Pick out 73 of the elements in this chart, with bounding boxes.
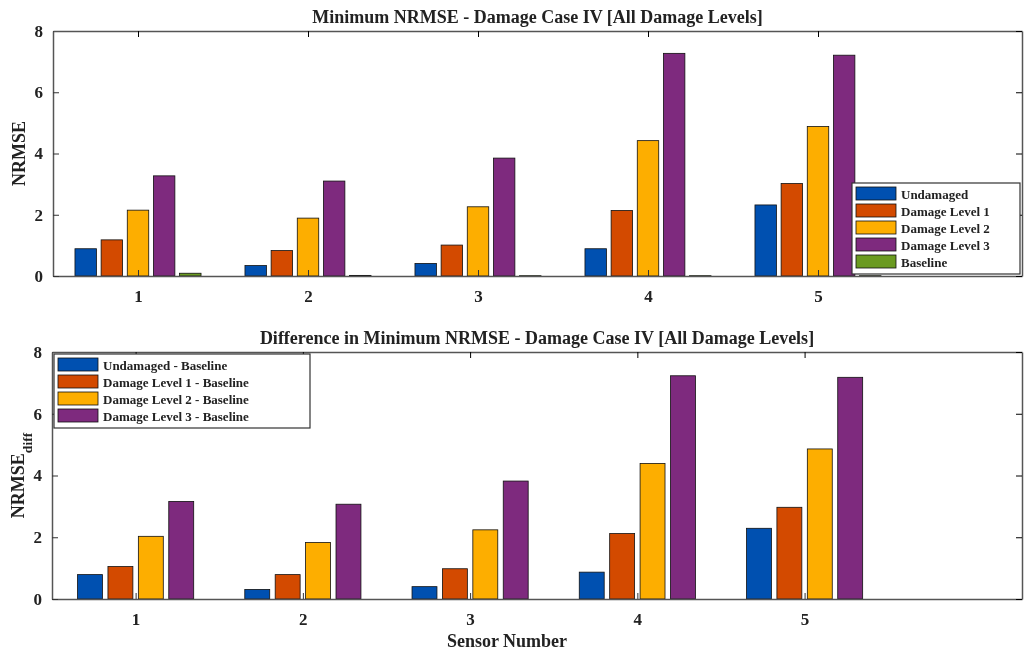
bar: [107, 566, 134, 600]
bar: [776, 506, 803, 600]
bar: [610, 210, 633, 277]
x-tick-label: 3: [474, 287, 483, 307]
bar: [244, 589, 271, 600]
legend-label: Undamaged: [901, 187, 969, 202]
bar: [442, 568, 468, 600]
bar: [153, 175, 176, 277]
chart-title: Difference in Minimum NRMSE - Damage Case IV [All Damage Levels]: [259, 328, 815, 348]
bar: [636, 140, 660, 277]
legend-label: Damage Level 2 - Baseline: [103, 392, 250, 407]
legend-label: Undamaged - Baseline: [103, 358, 228, 373]
bar: [126, 209, 150, 277]
x-axis-title: Sensor Number: [446, 631, 568, 651]
bar: [806, 448, 833, 600]
chart-title: Minimum NRMSE - Damage Case IV [All Damage Levels]: [312, 7, 763, 27]
x-tick-label: 2: [304, 287, 313, 307]
x-tick-label: 5: [800, 610, 810, 630]
bar: [806, 126, 830, 277]
legend-label: Damage Level 3 - Baseline: [103, 409, 250, 424]
x-tick-label: 3: [466, 610, 475, 630]
bar: [493, 157, 516, 277]
bar: [305, 542, 331, 600]
x-tick-label: 4: [633, 610, 643, 630]
y-tick-label: 2: [33, 528, 42, 548]
bar: [584, 248, 607, 277]
bar: [833, 54, 856, 277]
bar: [137, 535, 164, 600]
y-tick-label: 8: [33, 342, 42, 362]
legend-label: Damage Level 1: [901, 204, 990, 219]
x-tick-label: 2: [299, 610, 308, 630]
x-tick-label: 4: [644, 287, 654, 307]
y-axis-title: NRMSE: [9, 120, 29, 187]
bar: [411, 586, 438, 600]
y-tick-label: 4: [34, 144, 44, 164]
bar: [746, 527, 772, 600]
bar: [77, 574, 103, 600]
bar: [323, 180, 346, 277]
y-tick-label: 0: [33, 589, 42, 609]
bar: [578, 571, 605, 600]
legend-label: Baseline: [901, 255, 948, 270]
x-tick-label: 1: [131, 610, 141, 630]
bar: [670, 375, 696, 600]
y-tick-label: 2: [34, 205, 43, 225]
bar: [663, 52, 686, 277]
y-tick-label: 4: [33, 466, 43, 486]
legend-label: Damage Level 3: [901, 238, 991, 253]
bar: [335, 503, 362, 600]
bar: [472, 529, 499, 600]
x-tick-label: 1: [134, 287, 143, 307]
bar: [639, 463, 666, 600]
bar: [74, 248, 97, 277]
bar: [274, 574, 301, 600]
bar: [780, 183, 803, 277]
bar: [502, 480, 529, 600]
x-tick-label: 5: [814, 287, 823, 307]
y-tick-label: 0: [34, 266, 43, 286]
legend-label: Damage Level 1 - Baseline: [103, 375, 250, 390]
bar: [609, 533, 636, 600]
bar: [440, 244, 463, 277]
bar: [837, 376, 864, 600]
y-tick-label: 8: [34, 21, 43, 41]
bar: [754, 204, 777, 277]
bar: [414, 263, 437, 277]
bar: [100, 239, 123, 277]
bar: [466, 206, 490, 277]
y-tick-label: 6: [33, 404, 42, 424]
legend-label: Damage Level 2: [901, 221, 990, 236]
bar: [244, 265, 267, 277]
bar: [270, 250, 293, 277]
bar: [296, 217, 320, 277]
y-tick-label: 6: [34, 83, 43, 103]
bar: [168, 501, 195, 600]
